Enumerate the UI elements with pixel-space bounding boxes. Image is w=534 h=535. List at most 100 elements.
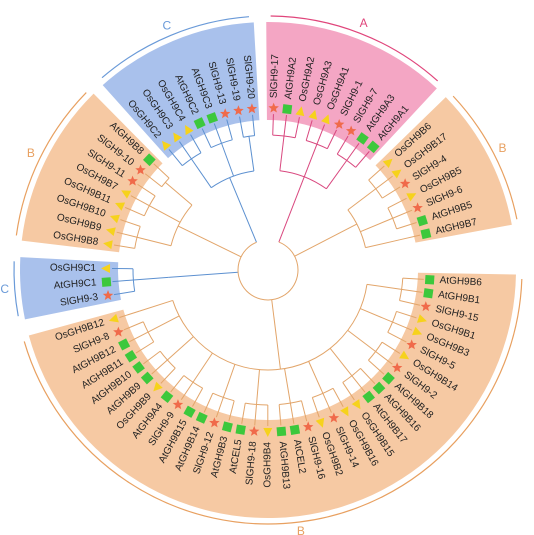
marker-square: [356, 132, 369, 145]
branch: [271, 299, 281, 370]
marker-square: [221, 421, 233, 433]
branch: [279, 400, 302, 406]
branch: [170, 204, 193, 246]
branch: [375, 351, 393, 365]
clade-arc: [452, 95, 518, 220]
marker-square: [416, 215, 428, 227]
marker-triangle: [416, 314, 427, 323]
branch: [241, 402, 246, 424]
clade-arc: [13, 261, 19, 317]
branch: [311, 397, 320, 418]
clade-arc: [101, 16, 250, 79]
marker-square: [101, 277, 112, 287]
marker-triangle: [295, 106, 305, 117]
marker-triangle: [185, 125, 194, 136]
branch: [229, 177, 257, 243]
branch: [167, 336, 194, 361]
branch: [322, 393, 332, 413]
branch: [347, 209, 366, 248]
branch: [360, 368, 376, 384]
clade-label: A: [360, 16, 368, 30]
leaf-label: SlGH9-20: [241, 55, 256, 100]
leaf-label: SlGH9-17: [269, 54, 282, 99]
branch: [326, 129, 337, 149]
marker-square: [235, 424, 246, 435]
marker-square: [132, 361, 145, 374]
marker-square: [372, 381, 386, 395]
marker-square: [183, 405, 196, 418]
marker-square: [118, 338, 131, 351]
clade-label: C: [162, 18, 171, 32]
marker-star: [399, 178, 411, 189]
marker-square: [140, 371, 154, 385]
branch: [254, 404, 257, 426]
branch: [132, 268, 136, 292]
branch: [133, 276, 169, 281]
branch: [142, 321, 155, 343]
branch: [289, 403, 295, 424]
branch: [161, 177, 170, 188]
branch: [168, 271, 239, 278]
marker-star: [268, 102, 279, 113]
branch: [113, 290, 135, 296]
clade-background: [102, 22, 260, 159]
branch: [245, 402, 268, 406]
branch: [396, 310, 417, 319]
clade-background: [21, 93, 163, 253]
marker-triangle: [391, 169, 402, 179]
marker-triangle: [412, 326, 423, 336]
branch: [170, 375, 185, 393]
branch: [360, 308, 393, 323]
marker-square: [195, 411, 208, 424]
marker-star: [127, 175, 138, 186]
marker-square: [142, 153, 156, 167]
branch: [351, 375, 366, 393]
branch: [272, 114, 274, 136]
branch: [365, 239, 400, 249]
marker-square: [160, 390, 174, 403]
marker-square: [206, 112, 218, 124]
branch: [116, 231, 138, 238]
branch: [360, 217, 393, 233]
marker-triangle: [382, 158, 393, 169]
clade-background: [375, 97, 512, 243]
marker-star: [420, 301, 432, 312]
branch: [190, 134, 202, 154]
branch: [294, 223, 358, 257]
marker-square: [362, 390, 376, 404]
branch: [180, 381, 194, 400]
clade-arc: [15, 92, 87, 236]
branch: [402, 277, 424, 280]
branch: [112, 279, 134, 283]
branch: [401, 288, 423, 293]
branch: [355, 151, 370, 168]
marker-star: [302, 421, 314, 432]
branch: [160, 367, 176, 384]
branch: [113, 244, 135, 249]
clade-background: [20, 257, 121, 320]
marker-triangle: [263, 427, 273, 437]
marker-triangle: [109, 214, 120, 224]
branch: [396, 222, 417, 230]
marker-star: [135, 164, 146, 175]
leaf-label: AtGH9B13: [277, 441, 292, 490]
branch: [279, 135, 285, 171]
clade-label: B: [498, 141, 506, 155]
leaf-label: AtGH9A2: [283, 56, 299, 100]
branch: [399, 300, 421, 306]
marker-triangle: [308, 109, 318, 120]
branch: [172, 284, 368, 371]
leaf-label: AtGH9B6: [439, 275, 482, 289]
branch: [387, 207, 398, 230]
branch: [192, 387, 204, 407]
marker-triangle: [105, 227, 116, 237]
branch: [329, 348, 353, 377]
marker-triangle: [173, 132, 183, 143]
branch: [226, 119, 233, 140]
marker-square: [420, 228, 432, 240]
branch: [399, 234, 421, 241]
marker-star: [328, 412, 340, 423]
branch: [159, 350, 176, 369]
marker-triangle: [103, 240, 113, 250]
branch: [119, 310, 140, 318]
